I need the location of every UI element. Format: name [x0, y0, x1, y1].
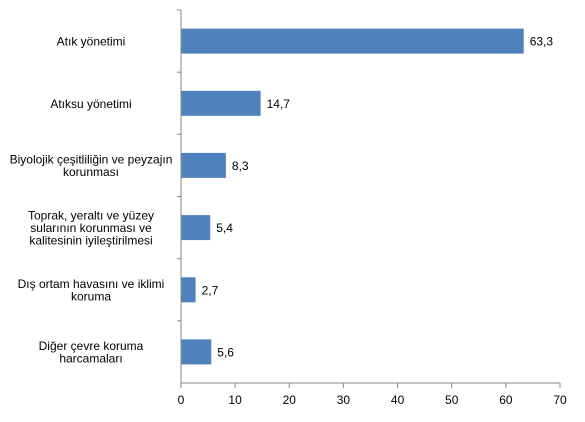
bar-2 — [181, 152, 226, 178]
category-label-2-line-0: Biyolojik çeşitliliğin ve peyzajın — [10, 153, 173, 167]
x-tick-label-4: 40 — [391, 393, 405, 407]
category-label-4: Dış ortam havasını ve iklimi koruma — [18, 277, 165, 304]
category-label-1-line-0: Atıksu yönetimi — [50, 97, 131, 111]
category-label-3-line-0: Toprak, yeraltı ve yüzey — [28, 209, 154, 223]
x-tick-label-1: 10 — [228, 393, 242, 407]
x-tick-label-7: 70 — [553, 393, 567, 407]
category-label-4-line-1: koruma — [71, 290, 111, 304]
value-label-0: 63,3 — [530, 35, 554, 49]
axes — [177, 9, 561, 388]
category-label-3-line-1: sularının korunması ve — [30, 221, 152, 235]
value-label-3: 5,4 — [216, 221, 233, 235]
bar-1 — [181, 90, 261, 116]
category-label-4-line-0: Dış ortam havasını ve iklimi — [18, 277, 165, 291]
value-label-1: 14,7 — [267, 97, 291, 111]
x-tick-label-3: 30 — [337, 393, 351, 407]
x-tick-label-0: 0 — [178, 393, 185, 407]
category-label-2-line-1: korunması — [63, 165, 119, 179]
value-label-5: 5,6 — [217, 345, 234, 359]
category-label-5: Diğer çevre koruma harcamaları — [39, 339, 144, 366]
value-label-4: 2,7 — [202, 283, 219, 297]
labels: 63,3 Atık yönetimi 14,7 Atıksu yönetimi 8,3 B… — [10, 35, 567, 407]
bars — [181, 28, 524, 365]
category-label-3: Toprak, yeraltı ve yüzey sularının korunm… — [28, 209, 154, 248]
category-label-3-line-2: kalitesinin iyileştirilmesi — [29, 234, 152, 248]
category-label-0: Atık yönetimi — [57, 35, 126, 49]
x-tick-label-5: 50 — [445, 393, 459, 407]
bar-0 — [181, 28, 524, 54]
category-label-5-line-1: harcamaları — [59, 352, 122, 366]
bar-5 — [181, 339, 212, 365]
bar-3 — [181, 215, 211, 241]
x-tick-label-2: 20 — [283, 393, 297, 407]
category-label-0-line-0: Atık yönetimi — [57, 35, 126, 49]
x-tick-label-6: 60 — [499, 393, 513, 407]
category-label-2: Biyolojik çeşitliliğin ve peyzajın korunm… — [10, 153, 173, 180]
bar-4 — [181, 277, 196, 303]
category-label-5-line-0: Diğer çevre koruma — [39, 339, 144, 353]
value-label-2: 8,3 — [232, 159, 249, 173]
category-label-1: Atıksu yönetimi — [50, 97, 131, 111]
